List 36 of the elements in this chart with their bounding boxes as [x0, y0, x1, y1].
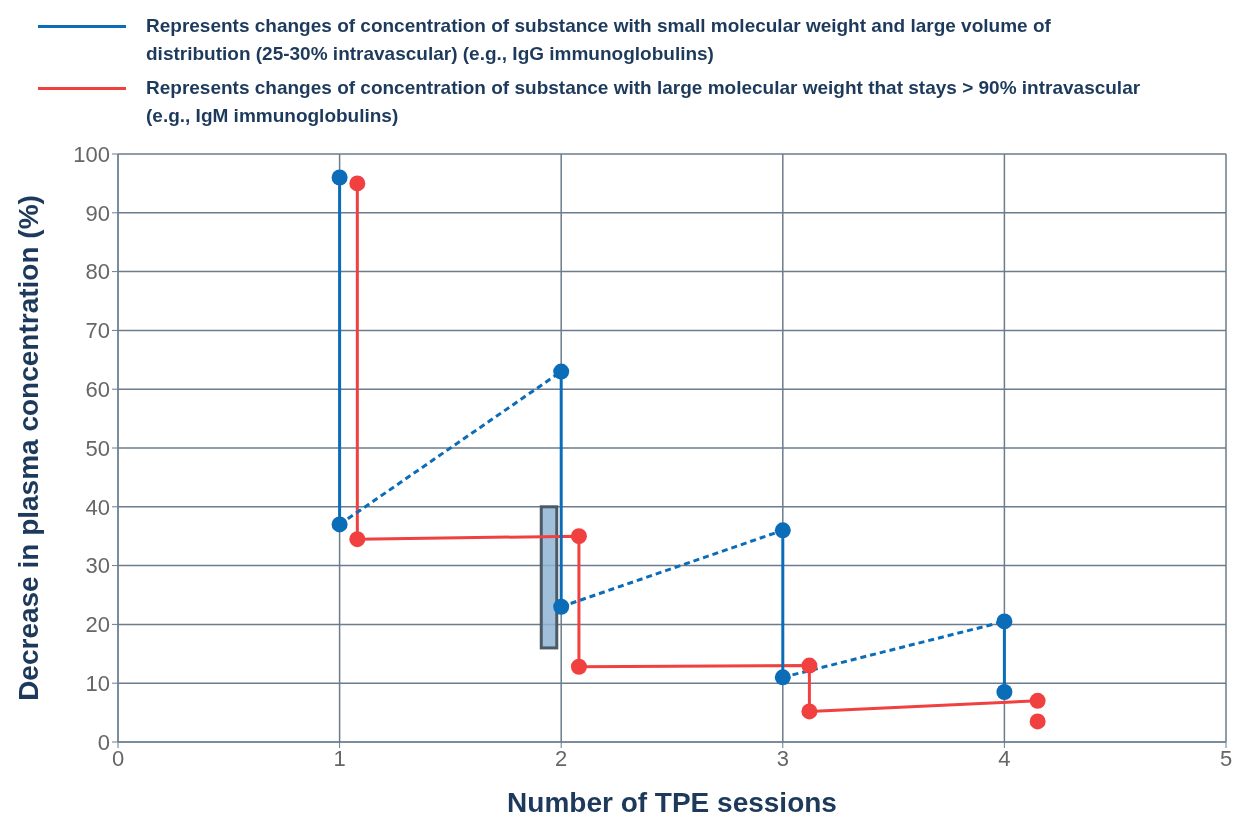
point — [570, 528, 587, 545]
point — [570, 658, 587, 675]
point — [349, 531, 366, 548]
y-tick-label: 90 — [85, 200, 110, 226]
y-tick-label: 70 — [85, 318, 110, 344]
point — [774, 669, 791, 686]
x-tick-label: 5 — [1219, 745, 1233, 771]
point — [331, 516, 348, 533]
y-tick-label: 60 — [85, 377, 110, 403]
point — [801, 657, 818, 674]
y-axis-title: Decrease in plasma concentration (%) — [12, 195, 44, 701]
point — [1029, 692, 1046, 709]
x-axis-title: Number of TPE sessions — [507, 787, 837, 818]
point — [349, 175, 366, 192]
point — [1029, 713, 1046, 730]
y-tick-label: 30 — [85, 553, 110, 579]
y-tick-label: 50 — [85, 435, 110, 461]
legend-label: Represents changes of concentration of substance with small molecular weight and large volume of distribution (25-30% intravascular) (e.g., IgG immunoglobulins) — [146, 14, 1052, 66]
x-tick-label: 2 — [555, 745, 568, 771]
y-tick-label: 80 — [85, 259, 110, 285]
point — [553, 598, 570, 615]
point — [996, 613, 1013, 630]
legend-label: Represents changes of concentration of substance with large molecular weight that stays > 90% intravascular (e.g., IgM immunoglobulins) — [146, 76, 1142, 128]
point — [553, 363, 570, 380]
point — [801, 703, 818, 720]
x-tick-label: 3 — [776, 745, 789, 771]
point — [774, 522, 791, 539]
point — [331, 169, 348, 186]
x-tick-label: 1 — [333, 745, 346, 771]
y-tick-label: 20 — [85, 612, 110, 638]
point — [996, 684, 1013, 701]
y-tick-label: 40 — [85, 494, 110, 520]
y-tick-label: 10 — [85, 671, 110, 697]
x-tick-label: 4 — [998, 745, 1011, 771]
y-tick-label: 0 — [97, 729, 110, 755]
y-tick-label: 100 — [73, 141, 110, 167]
